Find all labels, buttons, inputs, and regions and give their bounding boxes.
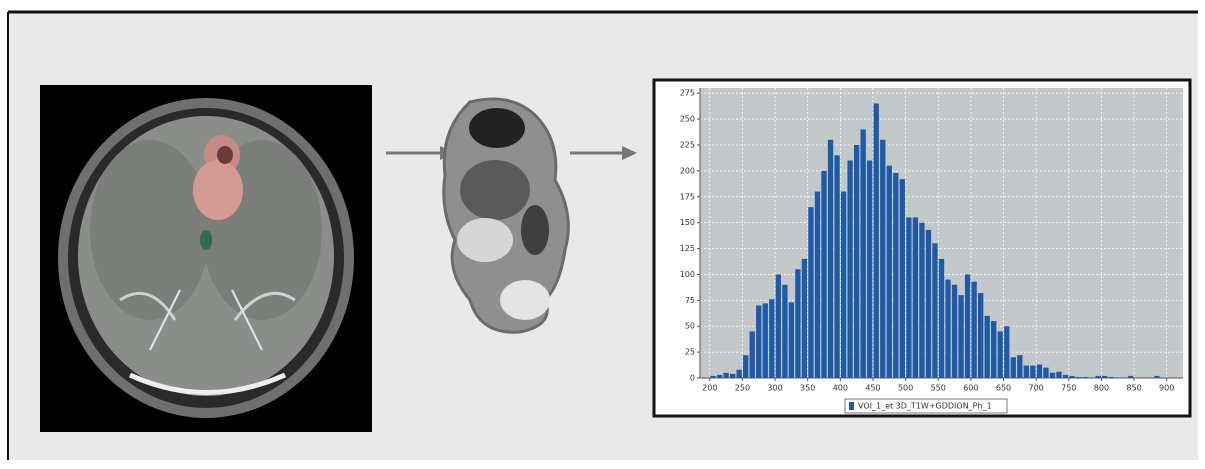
legend-label: VOI_1_et 3D_T1W+GDDION_Ph_1 — [858, 402, 992, 411]
bar — [821, 170, 827, 378]
bar — [775, 274, 781, 378]
x-tick-label: 400 — [833, 384, 848, 393]
bar — [788, 302, 795, 378]
x-tick-label: 650 — [996, 384, 1011, 393]
bar — [743, 355, 749, 378]
bar — [873, 103, 879, 379]
legend-box — [844, 398, 1008, 414]
bar — [756, 305, 762, 378]
bar — [977, 293, 984, 378]
x-tick-label: 300 — [767, 384, 782, 393]
y-tick-label: 25 — [685, 348, 695, 357]
mri-image — [40, 85, 372, 432]
bar — [991, 321, 997, 378]
bar — [847, 160, 853, 378]
x-tick-label: 700 — [1029, 384, 1044, 393]
bar — [971, 281, 977, 378]
bar — [867, 160, 873, 378]
tumor-segmentation — [442, 97, 570, 334]
bar — [1069, 375, 1075, 378]
bar — [729, 373, 736, 378]
bar — [997, 331, 1003, 378]
bar — [769, 299, 775, 378]
x-tick-label: 850 — [1126, 384, 1141, 393]
bar — [834, 155, 840, 378]
bar — [886, 165, 892, 378]
y-tick-label: 125 — [680, 244, 695, 253]
bar — [853, 144, 860, 378]
bar — [860, 129, 866, 378]
bar — [912, 217, 919, 378]
y-tick-label: 200 — [680, 166, 695, 175]
bar — [1017, 355, 1023, 378]
bar — [932, 243, 938, 378]
bar — [1023, 365, 1030, 378]
bar — [1030, 365, 1036, 378]
bar — [1036, 364, 1043, 378]
bar — [782, 284, 788, 378]
x-tick-label: 800 — [1094, 384, 1109, 393]
y-tick-label: 250 — [680, 115, 695, 124]
bar — [1102, 375, 1108, 378]
y-tick-label: 50 — [685, 322, 695, 331]
x-tick-label: 500 — [898, 384, 913, 393]
bar — [749, 331, 755, 378]
bar — [1043, 367, 1049, 378]
x-tick-label: 900 — [1159, 384, 1174, 393]
x-tick-label: 750 — [1061, 384, 1076, 393]
bar — [795, 269, 801, 378]
bar — [1056, 371, 1062, 378]
bar — [1010, 357, 1016, 378]
bar — [827, 139, 834, 378]
bar — [925, 229, 932, 378]
bar — [945, 279, 951, 378]
bar — [1062, 374, 1069, 378]
x-tick-label: 250 — [735, 384, 750, 393]
bar — [938, 258, 945, 378]
y-tick-label: 275 — [680, 89, 695, 98]
bar — [899, 179, 906, 378]
y-tick-label: 75 — [685, 296, 695, 305]
x-tick-label: 600 — [963, 384, 978, 393]
x-tick-label: 550 — [931, 384, 946, 393]
bar — [1095, 375, 1101, 378]
bar — [840, 191, 847, 378]
x-tick-label: 200 — [702, 384, 717, 393]
bar — [984, 315, 990, 378]
bar — [736, 369, 742, 378]
y-tick-label: 225 — [680, 140, 695, 149]
bar — [723, 372, 729, 378]
bar — [919, 222, 925, 378]
bar — [801, 258, 808, 378]
y-tick-label: 0 — [690, 374, 695, 383]
bar — [1154, 375, 1160, 378]
x-tick-label: 350 — [800, 384, 815, 393]
bar — [716, 374, 723, 378]
bar — [1082, 376, 1088, 378]
bar — [958, 295, 964, 378]
y-tick-label: 175 — [680, 192, 695, 201]
bar — [808, 207, 814, 378]
bar — [880, 139, 886, 378]
bar — [1004, 326, 1010, 378]
bar — [1108, 376, 1114, 378]
y-tick-label: 100 — [680, 270, 695, 279]
bar — [710, 375, 716, 378]
bar — [1049, 372, 1056, 378]
bar — [964, 274, 971, 378]
bar — [906, 217, 912, 378]
bar — [814, 191, 821, 378]
x-tick-label: 450 — [865, 384, 880, 393]
legend-swatch — [849, 402, 854, 410]
bar — [1075, 376, 1082, 378]
bar — [951, 284, 958, 378]
bar — [762, 303, 768, 378]
y-tick-label: 150 — [680, 218, 695, 227]
bar — [893, 172, 899, 378]
bar — [1128, 375, 1134, 378]
arrow — [570, 146, 637, 160]
